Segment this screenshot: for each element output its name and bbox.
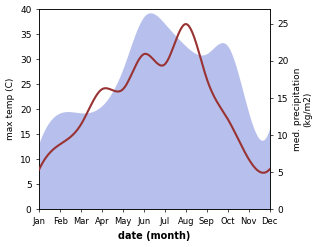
Y-axis label: max temp (C): max temp (C) <box>5 78 15 140</box>
X-axis label: date (month): date (month) <box>118 231 191 242</box>
Y-axis label: med. precipitation
(kg/m2): med. precipitation (kg/m2) <box>293 67 313 151</box>
